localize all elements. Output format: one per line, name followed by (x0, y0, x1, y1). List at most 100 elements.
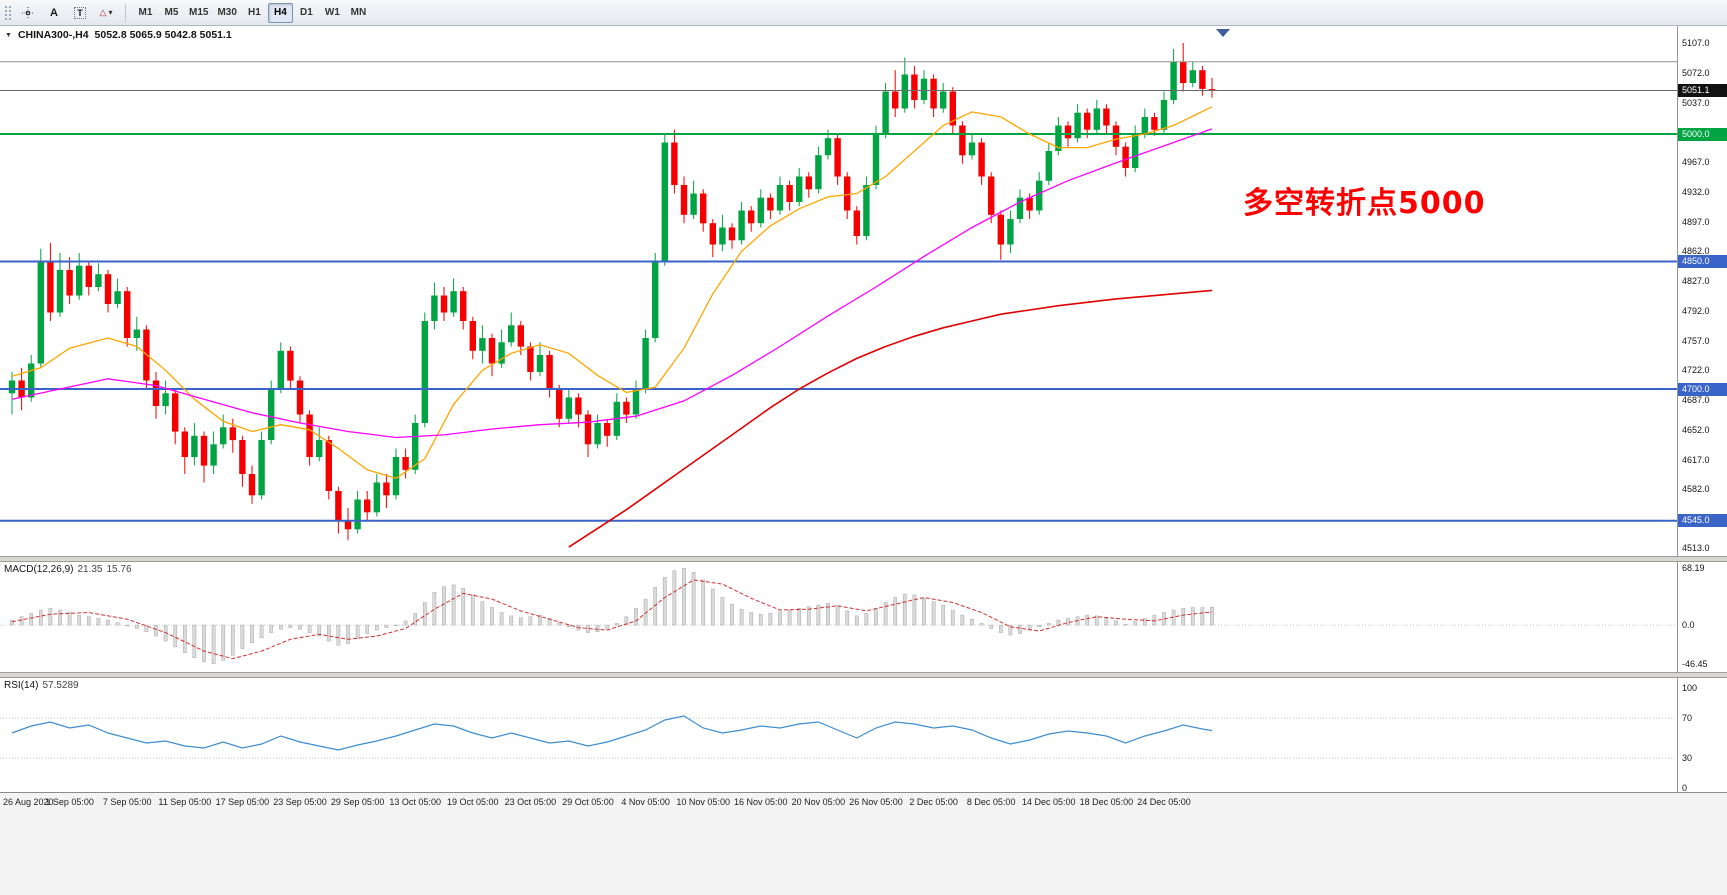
chart-shift-marker[interactable] (1216, 29, 1230, 37)
candle-body (920, 78, 928, 100)
timeframe-button-mn[interactable]: MN (350, 7, 367, 18)
macd-signal-line (11, 579, 1213, 660)
macd-canvas[interactable] (0, 562, 1677, 672)
candle-body (776, 185, 784, 211)
timeframe-button-m5[interactable]: M5 (164, 7, 179, 18)
macd-hist-bar (634, 608, 638, 626)
macd-hist-bar (874, 608, 878, 626)
candle-body (1189, 70, 1196, 83)
candle-body (85, 265, 92, 287)
macd-hist-bar (346, 624, 350, 644)
candle-body (824, 138, 832, 156)
candle-body (1151, 117, 1158, 130)
macd-hist-bar (365, 624, 370, 634)
macd-hist-bar (1066, 618, 1070, 626)
timeframe-group: M1 M5 M15 M30 H1 H4 D1 W1 MN (133, 2, 371, 23)
macd-hist-bar (1181, 608, 1186, 626)
macd-hist-bar (298, 624, 302, 630)
candle-body (316, 440, 323, 457)
ohlc-text: 5052.8 5065.9 5042.8 5051.1 (94, 29, 232, 41)
macd-hist-bar (701, 579, 706, 626)
candle-body (690, 193, 697, 215)
macd-hist-bar (413, 613, 418, 626)
time-axis[interactable]: 26 Aug 2020 1 Sep 05:00 7 Sep 05:00 11 Sep … (0, 792, 1727, 895)
candle-body (114, 291, 121, 304)
price-line-label: 5000.0 (1678, 127, 1727, 141)
dropdown-caret-icon: ▾ (108, 8, 113, 17)
rsi-panel[interactable]: RSI(14) 57.5289 (0, 678, 1677, 792)
macd-hist-bar (317, 624, 322, 637)
rsi-canvas[interactable] (0, 678, 1677, 792)
timeframe-button-h1[interactable]: H1 (248, 7, 261, 18)
macd-hist-bar (1104, 618, 1109, 626)
timeframe-button-m1[interactable]: M1 (138, 7, 153, 18)
macd-hist-bar (653, 587, 658, 626)
macd-hist-bar (758, 613, 763, 626)
candle-body (1141, 117, 1148, 134)
macd-hist-bar (19, 616, 24, 626)
macd-hist-bar (1200, 607, 1205, 626)
candle-body (172, 393, 179, 432)
candle-body (258, 440, 265, 496)
candle-body (959, 125, 966, 156)
time-label: 23 Sep 05:00 (273, 797, 327, 807)
panel-divider[interactable] (0, 556, 1727, 562)
one-click-expand-icon[interactable]: ▼ (5, 31, 12, 39)
macd-hist-bar (499, 612, 504, 626)
candle-body (335, 491, 342, 521)
crosshair-icon (22, 6, 34, 19)
candle-body (229, 427, 236, 441)
shapes-icon: △ (99, 7, 107, 17)
macd-tick: 68.19 (1682, 563, 1705, 573)
candle-body (834, 138, 841, 177)
macd-hist-bar (394, 624, 398, 627)
macd-hist-bar (29, 613, 34, 626)
price-axis[interactable]: 5107.0 5072.0 5037.0 4967.0 4932.0 4897.0 4862… (1677, 26, 1727, 793)
candle-body (248, 474, 256, 496)
macd-hist-bar (797, 608, 802, 626)
panel-divider[interactable] (0, 672, 1727, 678)
timeframe-button-w1[interactable]: W1 (324, 7, 340, 18)
price-tick: 4862.0 (1682, 246, 1710, 257)
candle-body (76, 265, 83, 296)
macd-hist-bar (106, 619, 110, 626)
main-chart-panel[interactable]: ▼ CHINA300-,H4 5052.8 5065.9 5042.8 5051… (0, 26, 1677, 556)
macd-hist-bar (115, 622, 120, 626)
candle-body (1112, 125, 1120, 147)
candle-body (1036, 180, 1043, 211)
text-box-button[interactable]: T (68, 3, 92, 23)
main-chart-canvas[interactable] (0, 26, 1677, 556)
chart-symbol-label: ▼ CHINA300-,H4 5052.8 5065.9 5042.8 5051… (5, 29, 232, 41)
candle-body (882, 91, 889, 134)
time-label: 8 Dec 05:00 (966, 797, 1016, 807)
candle-body (133, 329, 140, 338)
macd-panel[interactable]: MACD(12,26,9) 21.35 15.76 (0, 562, 1677, 672)
text-label-button[interactable]: A (42, 3, 66, 23)
candle-body (431, 295, 438, 321)
macd-hist-bar (595, 624, 600, 633)
macd-indicator-label: MACD(12,26,9) 21.35 15.76 (4, 564, 132, 575)
macd-hist-bar (192, 624, 197, 659)
candle-body (988, 176, 995, 215)
price-tick: 4617.0 (1682, 454, 1710, 465)
time-label: 14 Dec 05:00 (1022, 797, 1076, 807)
timeframe-button-m30[interactable]: M30 (217, 7, 237, 18)
toolbar-drag-handle[interactable] (3, 3, 11, 22)
rsi-tick: 70 (1682, 713, 1693, 723)
candle-body (37, 261, 44, 364)
timeframe-button-m15[interactable]: M15 (189, 7, 209, 18)
macd-signal-value: 15.76 (106, 564, 132, 575)
crosshair-button[interactable] (16, 3, 40, 23)
timeframe-button-h4[interactable]: H4 (267, 2, 293, 23)
macd-hist-bar (1152, 614, 1157, 626)
shapes-button[interactable]: △ ▾ (94, 3, 118, 23)
candle-body (1122, 146, 1129, 168)
candle-body (325, 440, 332, 491)
candle-body (383, 482, 390, 496)
candle-body (940, 91, 947, 109)
candle-body (700, 193, 707, 224)
price-line-label: 4545.0 (1678, 514, 1727, 528)
timeframe-button-d1[interactable]: D1 (300, 7, 313, 18)
candle-body (997, 214, 1004, 245)
candle-body (872, 134, 880, 185)
